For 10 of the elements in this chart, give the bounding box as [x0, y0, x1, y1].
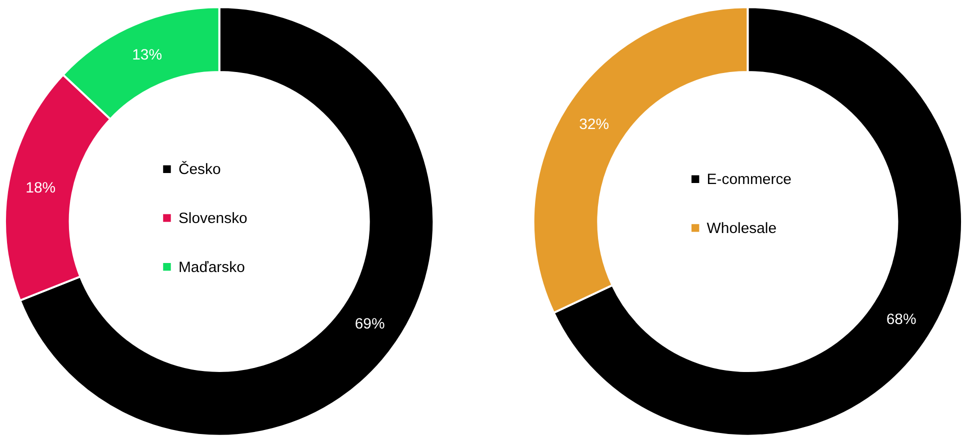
legend-label: Česko	[178, 160, 221, 178]
legend-label: Maďarsko	[178, 258, 245, 276]
data-label: 32%	[579, 116, 610, 133]
data-label: 18%	[26, 179, 56, 196]
data-label: 13%	[132, 46, 162, 64]
data-label: 68%	[886, 310, 916, 328]
legend-label: Wholesale	[706, 220, 777, 237]
legend-label: E-commerce	[706, 171, 792, 188]
data-label: 69%	[354, 316, 385, 333]
legend-label: Slovensko	[178, 210, 248, 227]
